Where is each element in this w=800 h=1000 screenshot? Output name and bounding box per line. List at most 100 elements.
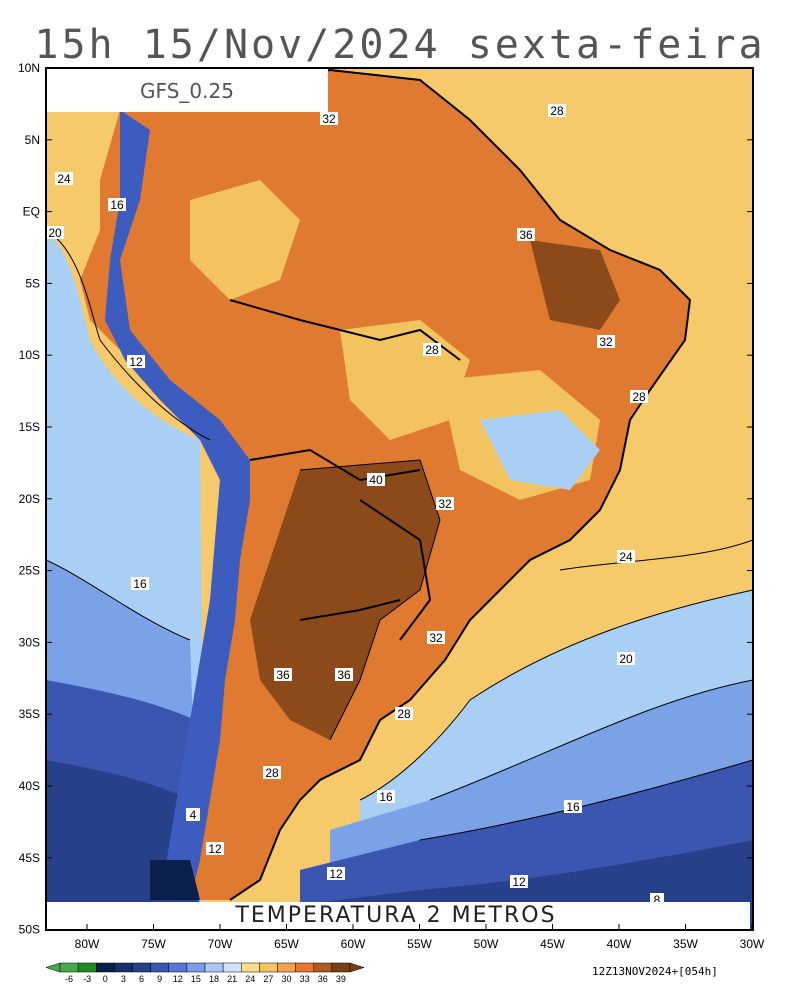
contour-label: 28 xyxy=(395,707,413,721)
contour-label: 16 xyxy=(377,790,395,804)
patagonia-cold-area xyxy=(150,860,200,900)
contour-label: 28 xyxy=(548,104,566,118)
lat-tick-label: 35S xyxy=(19,707,40,721)
land-mild-area-west xyxy=(190,180,300,300)
svg-text:16: 16 xyxy=(110,198,124,212)
colorbar-tick-label: 30 xyxy=(282,974,292,984)
lon-tick-label: 45W xyxy=(540,937,565,951)
lon-tick-label: 50W xyxy=(474,937,499,951)
svg-text:36: 36 xyxy=(276,668,290,682)
svg-text:24: 24 xyxy=(57,172,71,186)
svg-text:36: 36 xyxy=(337,668,351,682)
colorbar-tick-label: 0 xyxy=(103,974,108,984)
lon-tick-label: 30W xyxy=(740,937,765,951)
svg-text:16: 16 xyxy=(379,790,393,804)
map-field xyxy=(46,68,753,930)
svg-text:28: 28 xyxy=(550,104,564,118)
contour-label: 16 xyxy=(131,577,149,591)
contour-label: 32 xyxy=(597,335,615,349)
colorbar-segment xyxy=(150,962,169,973)
country-borders xyxy=(119,68,692,901)
svg-text:40: 40 xyxy=(369,473,383,487)
colorbar-segment xyxy=(331,962,351,973)
lon-tick-label: 40W xyxy=(607,937,632,951)
colorbar-tick-label: 9 xyxy=(157,974,162,984)
lat-tick-label: 45S xyxy=(19,851,40,865)
lat-tick-label: 20S xyxy=(19,492,40,506)
svg-text:8: 8 xyxy=(654,893,661,907)
colorbar-segment xyxy=(59,962,79,973)
contour-label: 12 xyxy=(510,875,528,889)
colorbar-segment xyxy=(168,962,188,973)
svg-text:36: 36 xyxy=(519,228,533,242)
lat-tick-label: 15S xyxy=(19,420,40,434)
svg-text:20: 20 xyxy=(619,652,633,666)
svg-text:28: 28 xyxy=(632,390,646,404)
colorbar-left-arrow xyxy=(45,962,61,973)
land-very-hot-area-northeast xyxy=(530,240,620,330)
longitude-axis: 80W 75W 70W 65W 60W 55W 50W 45W 40W 35W 30W xyxy=(75,924,765,951)
lat-tick-label: 5N xyxy=(25,133,40,147)
lon-tick-label: 75W xyxy=(141,937,166,951)
contour-label: 36 xyxy=(274,668,292,682)
colorbar-tick-label: 24 xyxy=(245,974,255,984)
colorbar-tick-label: 3 xyxy=(121,974,126,984)
colorbar-segment xyxy=(313,962,333,973)
colorbar-segment xyxy=(259,962,278,973)
colorbar-tick-label: 12 xyxy=(173,974,183,984)
colorbar-segment xyxy=(77,962,97,973)
lon-tick-label: 35W xyxy=(673,937,698,951)
colorbar-tick-label: 39 xyxy=(336,974,346,984)
latitude-axis: 10N 5N EQ 5S 10S 15S 20S 25S 30S 35S 40S 45S 50S xyxy=(18,61,753,937)
colorbar-tick-label: -6 xyxy=(65,974,73,984)
contour-label: 36 xyxy=(335,668,353,682)
svg-text:28: 28 xyxy=(425,343,439,357)
colorbar-tick-label: 27 xyxy=(263,974,273,984)
model-label-box xyxy=(46,68,328,112)
lon-tick-label: 80W xyxy=(75,937,100,951)
svg-text:4: 4 xyxy=(190,808,197,822)
svg-text:20: 20 xyxy=(48,226,62,240)
variable-label: TEMPERATURA 2 METROS xyxy=(234,903,556,928)
lat-tick-label: 25S xyxy=(19,564,40,578)
contour-label: 40 xyxy=(367,473,385,487)
lon-tick-label: 70W xyxy=(208,937,233,951)
contour-label: 32 xyxy=(320,112,338,126)
svg-text:28: 28 xyxy=(265,766,279,780)
lat-tick-label: 30S xyxy=(19,635,40,649)
colorbar: -6 -3 0 3 6 9 12 15 18 21 24 27 30 33 36 39 xyxy=(45,962,365,984)
colorbar-segment xyxy=(222,962,242,973)
colorbar-segment xyxy=(204,962,224,973)
contour-label: 24 xyxy=(617,550,635,564)
colorbar-segment xyxy=(114,962,133,973)
lat-tick-label: 40S xyxy=(19,779,40,793)
colorbar-tick-label: 15 xyxy=(191,974,201,984)
colorbar-segment xyxy=(277,962,296,973)
land-cool-area-minas xyxy=(480,410,600,490)
contour-label: 28 xyxy=(630,390,648,404)
svg-text:32: 32 xyxy=(429,631,443,645)
svg-text:32: 32 xyxy=(438,497,452,511)
andes-cold-strip xyxy=(105,110,250,900)
svg-text:16: 16 xyxy=(566,800,580,814)
map-title: 15h 15/Nov/2024 sexta-feira xyxy=(34,22,766,68)
svg-text:12: 12 xyxy=(208,842,222,856)
colorbar-tick-label: 36 xyxy=(318,974,328,984)
lon-tick-label: 55W xyxy=(407,937,432,951)
contour-label: 12 xyxy=(327,867,345,881)
colorbar-segment xyxy=(186,962,206,973)
svg-text:12: 12 xyxy=(129,355,143,369)
colorbar-tick-label: 33 xyxy=(300,974,310,984)
contour-label: 20 xyxy=(46,226,64,240)
svg-text:32: 32 xyxy=(322,112,336,126)
contour-label: 24 xyxy=(55,172,73,186)
svg-text:16: 16 xyxy=(133,577,147,591)
svg-text:28: 28 xyxy=(397,707,411,721)
contour-label: 4 xyxy=(186,808,200,822)
contour-label: 16 xyxy=(564,800,582,814)
colorbar-tick-label: -3 xyxy=(83,974,91,984)
model-label: GFS_0.25 xyxy=(140,79,234,103)
colorbar-tick-label: 21 xyxy=(227,974,237,984)
lat-tick-label: 50S xyxy=(19,923,40,937)
lat-tick-label: 5S xyxy=(25,276,40,290)
